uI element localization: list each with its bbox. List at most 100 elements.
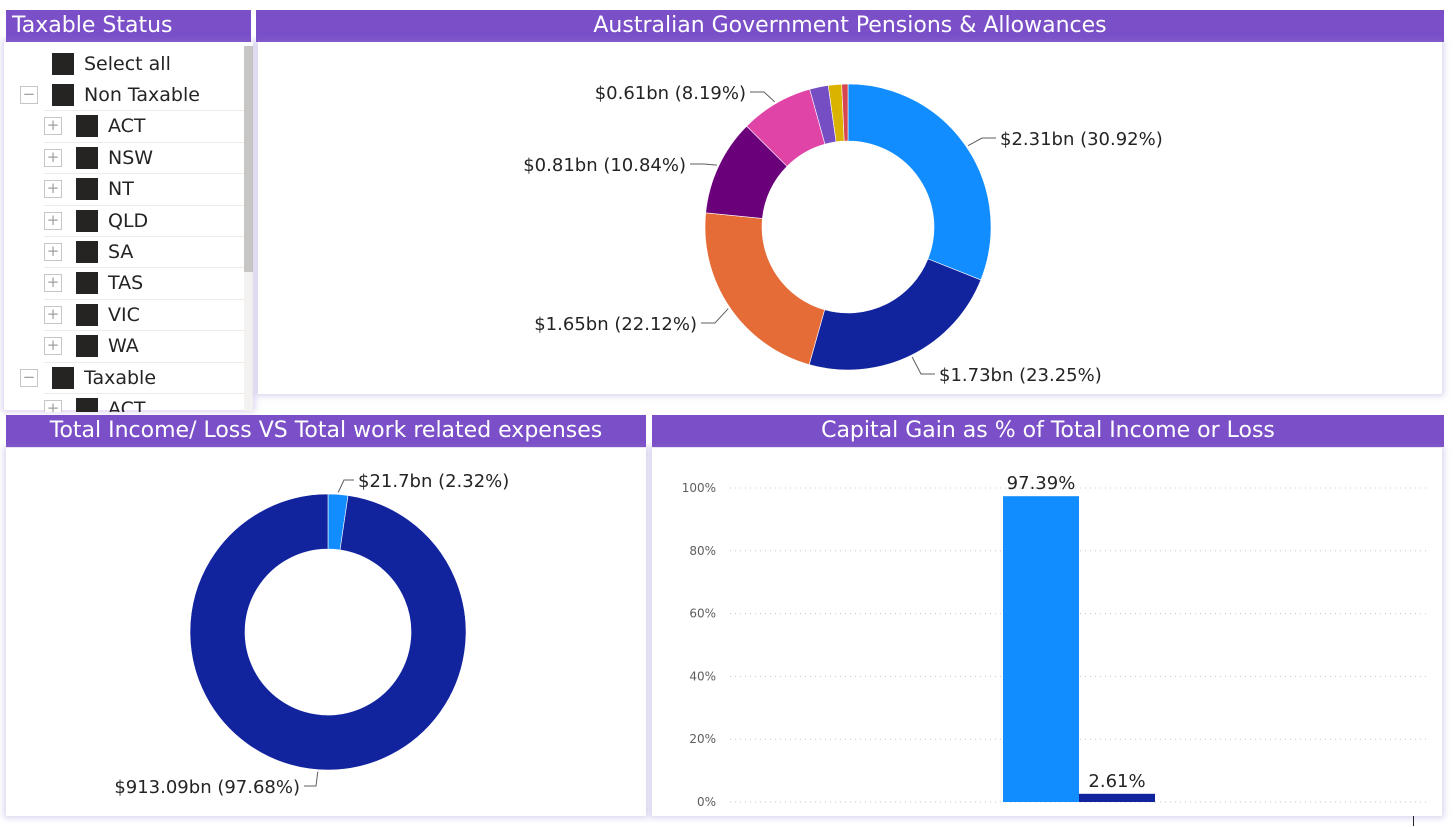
pensions-slice-1[interactable] [808, 258, 982, 371]
slicer-item-wa[interactable]: + WA [44, 331, 139, 362]
pensions-slice-7[interactable] [841, 83, 849, 142]
slicer-item-sa[interactable]: + SA [44, 236, 133, 267]
slicer-item-label: NT [108, 178, 134, 201]
slicer-item-label: Select all [84, 52, 171, 75]
expand-icon[interactable]: + [44, 117, 62, 136]
slicer-item-vic[interactable]: + VIC [44, 299, 140, 330]
collapse-icon[interactable]: − [20, 85, 38, 104]
pensions-chart-header: Australian Government Pensions & Allowan… [256, 10, 1444, 42]
text-cursor [1413, 816, 1414, 826]
income-leader-line [304, 771, 319, 787]
income-leader-line [337, 479, 354, 493]
income-data-label: $913.09bn (97.68%) [114, 777, 300, 798]
bar-data-label: 2.61% [1088, 771, 1145, 792]
income-chart-title: Total Income/ Loss VS Total work related… [49, 418, 603, 443]
slicer-item-act[interactable]: + ACT [44, 111, 146, 142]
slicer-item-label: ACT [108, 397, 146, 412]
slicer-panel: Select all − Non Taxable + ACT + NSW + NT + QLD + SA… [4, 42, 253, 412]
slicer-item-nsw[interactable]: + NSW [44, 142, 153, 173]
slicer-scrollbar-thumb[interactable] [244, 46, 253, 272]
slicer-item-label: Non Taxable [84, 83, 200, 106]
pensions-chart-panel: $2.31bn (30.92%) $1.73bn (23.25%) $1.65bn … [258, 42, 1442, 394]
pensions-leader-line [690, 163, 717, 166]
income-chart-header: Total Income/ Loss VS Total work related… [6, 415, 646, 447]
row-divider [44, 204, 244, 206]
collapse-icon[interactable]: − [20, 368, 38, 387]
row-divider [44, 330, 244, 332]
expand-icon[interactable]: + [44, 274, 62, 293]
bar-0[interactable] [1003, 496, 1079, 802]
slicer-item-qld[interactable]: + QLD [44, 205, 148, 236]
income-data-label: $21.7bn (2.32%) [358, 471, 509, 492]
row-divider [44, 393, 244, 394]
checkbox[interactable] [76, 240, 98, 263]
bar-data-label: 97.39% [1007, 473, 1076, 494]
pensions-data-label: $0.81bn (10.84%) [523, 155, 686, 176]
pensions-chart-title: Australian Government Pensions & Allowan… [593, 13, 1107, 38]
slicer-item-act[interactable]: + ACT [44, 393, 146, 412]
row-divider [44, 361, 244, 363]
bar-1[interactable] [1079, 793, 1155, 802]
y-tick-label: 60% [689, 607, 716, 621]
slicer-item-label: WA [108, 335, 139, 358]
y-tick-label: 20% [689, 732, 716, 746]
row-divider [44, 298, 244, 300]
slicer-header: Taxable Status [6, 10, 251, 42]
y-tick-label: 100% [682, 481, 716, 495]
pensions-leader-line [750, 91, 776, 103]
income-chart-panel: $21.7bn (2.32%) $913.09bn (97.68%) [6, 448, 646, 816]
slicer-item-label: SA [108, 240, 134, 263]
pensions-data-label: $1.65bn (22.12%) [534, 314, 697, 335]
checkbox[interactable] [76, 178, 98, 201]
slicer-item-label: Taxable [84, 366, 157, 389]
checkbox[interactable] [52, 52, 74, 75]
slicer-item-label: QLD [108, 209, 149, 232]
checkbox[interactable] [52, 83, 74, 106]
capital-gain-bar-chart: 0% 20% 40% 60% 80% 100% 97.39% 2.61% [682, 473, 1427, 809]
expand-icon[interactable]: + [44, 211, 62, 230]
pensions-leader-line [967, 137, 996, 147]
row-divider [44, 110, 244, 112]
checkbox[interactable] [52, 366, 74, 389]
checkbox[interactable] [76, 335, 98, 358]
income-donut-chart: $21.7bn (2.32%) $913.09bn (97.68%) [114, 471, 509, 798]
slicer-item-label: TAS [108, 272, 144, 295]
row-divider [44, 267, 244, 269]
pensions-data-label: $2.31bn (30.92%) [1000, 129, 1163, 150]
pensions-donut-chart: $2.31bn (30.92%) $1.73bn (23.25%) $1.65bn … [523, 83, 1163, 386]
y-tick-label: 80% [689, 544, 716, 558]
pensions-slice-0[interactable] [847, 83, 992, 281]
capital-gain-chart-panel: 0% 20% 40% 60% 80% 100% 97.39% 2.61% [652, 448, 1442, 816]
expand-icon[interactable]: + [44, 180, 62, 199]
slicer-list: Select all − Non Taxable + ACT + NSW + NT + QLD + SA… [4, 42, 244, 412]
pensions-leader-line [911, 356, 935, 375]
slicer-item-taxable[interactable]: − Taxable [20, 362, 156, 393]
checkbox[interactable] [76, 209, 98, 232]
capital-gain-chart-header: Capital Gain as % of Total Income or Los… [652, 415, 1444, 447]
pensions-leader-line [701, 308, 729, 324]
slicer-item-label: ACT [108, 115, 146, 138]
expand-icon[interactable]: + [44, 337, 62, 356]
row-divider [44, 141, 244, 143]
slicer-item-select-all[interactable]: Select all [20, 48, 171, 79]
checkbox[interactable] [76, 115, 98, 138]
y-tick-label: 0% [697, 795, 716, 809]
income-slice-1[interactable] [189, 493, 467, 771]
expand-icon[interactable]: + [44, 305, 62, 324]
slicer-item-label: NSW [108, 146, 154, 169]
checkbox[interactable] [76, 397, 98, 412]
pensions-slice-2[interactable] [704, 212, 826, 365]
expand-icon[interactable]: + [44, 399, 62, 412]
slicer-item-nt[interactable]: + NT [44, 174, 134, 205]
checkbox[interactable] [76, 303, 98, 326]
slicer-item-label: VIC [108, 303, 140, 326]
slicer-item-tas[interactable]: + TAS [44, 268, 143, 299]
pensions-data-label: $0.61bn (8.19%) [595, 83, 746, 104]
slicer-item-non-taxable[interactable]: − Non Taxable [20, 79, 200, 110]
slicer-title: Taxable Status [12, 13, 173, 38]
y-tick-label: 40% [689, 669, 716, 683]
checkbox[interactable] [76, 272, 98, 295]
expand-icon[interactable]: + [44, 242, 62, 261]
expand-icon[interactable]: + [44, 148, 62, 167]
checkbox[interactable] [76, 146, 98, 169]
